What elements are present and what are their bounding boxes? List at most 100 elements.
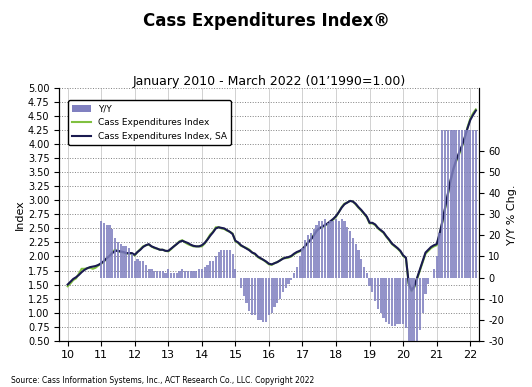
Bar bbox=[371, 277, 373, 292]
Bar bbox=[354, 244, 356, 277]
Bar bbox=[128, 248, 130, 277]
Bar bbox=[402, 277, 404, 324]
Bar bbox=[268, 277, 270, 315]
Bar bbox=[427, 277, 429, 284]
Bar bbox=[332, 221, 334, 277]
Bar bbox=[206, 265, 209, 277]
Bar bbox=[159, 271, 161, 277]
Bar bbox=[369, 277, 371, 286]
Bar bbox=[285, 277, 287, 288]
Bar bbox=[365, 273, 368, 277]
Bar bbox=[441, 130, 443, 277]
Bar bbox=[377, 277, 379, 309]
Bar bbox=[358, 250, 360, 277]
Bar bbox=[304, 240, 306, 277]
Bar bbox=[114, 238, 117, 277]
Bar bbox=[421, 277, 424, 313]
Bar bbox=[394, 277, 396, 326]
Bar bbox=[419, 277, 421, 330]
Bar bbox=[452, 130, 454, 277]
Bar bbox=[153, 271, 155, 277]
Bar bbox=[327, 223, 329, 277]
Bar bbox=[321, 221, 323, 277]
Bar bbox=[413, 277, 415, 364]
Bar bbox=[287, 277, 289, 284]
Y-axis label: Index: Index bbox=[15, 199, 25, 230]
Bar bbox=[195, 271, 197, 277]
Bar bbox=[139, 261, 142, 277]
Bar bbox=[260, 277, 262, 320]
Bar bbox=[162, 271, 164, 277]
Bar bbox=[145, 265, 147, 277]
Bar bbox=[391, 277, 393, 326]
Bar bbox=[307, 235, 309, 277]
Bar bbox=[136, 259, 139, 277]
Bar bbox=[109, 225, 111, 277]
Bar bbox=[425, 277, 427, 295]
Bar bbox=[120, 244, 122, 277]
Bar bbox=[315, 225, 318, 277]
Bar bbox=[209, 261, 211, 277]
Bar bbox=[388, 277, 390, 324]
Bar bbox=[254, 277, 256, 315]
Bar bbox=[396, 277, 398, 324]
Bar bbox=[472, 130, 474, 277]
Bar bbox=[173, 273, 175, 277]
Bar bbox=[262, 277, 264, 322]
Bar bbox=[231, 254, 234, 277]
Bar bbox=[475, 130, 477, 277]
Bar bbox=[148, 269, 150, 277]
Bar bbox=[329, 221, 331, 277]
Bar bbox=[436, 257, 438, 277]
Bar bbox=[363, 267, 365, 277]
Bar bbox=[438, 233, 440, 277]
Bar bbox=[338, 221, 340, 277]
Bar bbox=[290, 277, 293, 280]
Bar bbox=[410, 277, 413, 372]
Bar bbox=[100, 221, 102, 277]
Bar bbox=[324, 219, 326, 277]
Bar bbox=[469, 130, 471, 277]
Bar bbox=[340, 219, 343, 277]
Bar bbox=[318, 221, 320, 277]
Bar bbox=[184, 271, 186, 277]
Bar bbox=[170, 273, 172, 277]
Text: Cass Expenditures Index®: Cass Expenditures Index® bbox=[143, 12, 389, 30]
Bar bbox=[223, 250, 226, 277]
Bar bbox=[201, 269, 203, 277]
Bar bbox=[458, 130, 460, 277]
Bar bbox=[360, 259, 362, 277]
Bar bbox=[335, 219, 337, 277]
Bar bbox=[156, 271, 158, 277]
Bar bbox=[204, 267, 206, 277]
Bar bbox=[416, 277, 418, 349]
Bar bbox=[349, 231, 351, 277]
Bar bbox=[461, 130, 463, 277]
Bar bbox=[131, 254, 133, 277]
Bar bbox=[374, 277, 376, 301]
Bar bbox=[176, 273, 178, 277]
Bar bbox=[178, 271, 180, 277]
Bar bbox=[164, 273, 167, 277]
Bar bbox=[383, 277, 385, 317]
Bar bbox=[296, 267, 298, 277]
Title: January 2010 - March 2022 (01’1990=1.00): January 2010 - March 2022 (01’1990=1.00) bbox=[132, 75, 405, 88]
Bar bbox=[346, 227, 348, 277]
Bar bbox=[450, 130, 452, 277]
Bar bbox=[271, 277, 273, 313]
Bar bbox=[298, 257, 301, 277]
Bar bbox=[302, 248, 304, 277]
Bar bbox=[103, 223, 105, 277]
Bar bbox=[187, 271, 189, 277]
Bar bbox=[181, 269, 184, 277]
Bar bbox=[234, 269, 237, 277]
Bar bbox=[218, 252, 220, 277]
Bar bbox=[313, 229, 315, 277]
Bar bbox=[198, 269, 200, 277]
Bar bbox=[215, 257, 217, 277]
Bar bbox=[385, 277, 387, 322]
Bar bbox=[122, 246, 124, 277]
Legend: Y/Y, Cass Expenditures Index, Cass Expenditures Index, SA: Y/Y, Cass Expenditures Index, Cass Expen… bbox=[68, 100, 231, 145]
Bar bbox=[117, 242, 119, 277]
Bar bbox=[455, 130, 458, 277]
